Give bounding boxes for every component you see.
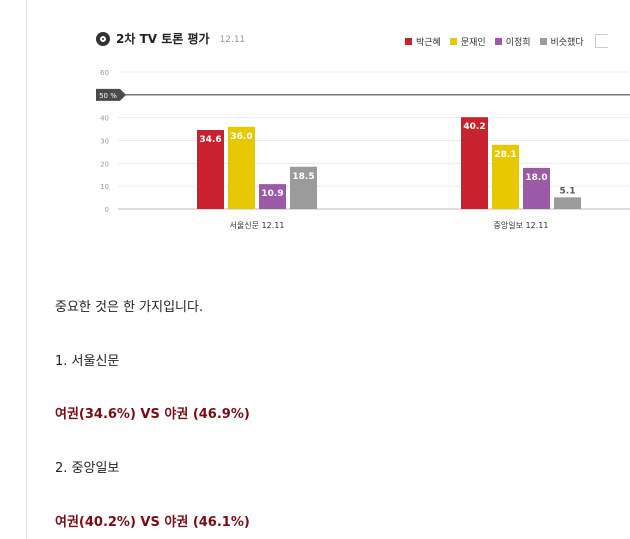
legend-swatch (494, 37, 502, 45)
bar-value-label: 5.1 (560, 186, 576, 196)
bar (290, 166, 317, 209)
reference-label: 50 % (99, 92, 117, 100)
bar-value-label: 18.0 (525, 173, 547, 183)
legend-item: 비슷했다 (539, 35, 584, 48)
bar-value-label: 34.6 (199, 135, 221, 145)
x-category-label: 서울신문 12.11 (230, 221, 285, 230)
y-tick-label: 40 (100, 115, 109, 123)
legend-swatch (405, 37, 412, 45)
legend-item: 이정희 (494, 35, 531, 48)
chart-header: 2차 TV 토론 평가 12.11 (96, 30, 245, 47)
bar (259, 184, 286, 209)
legend-toggle-box[interactable] (594, 34, 608, 48)
legend-swatch (449, 37, 457, 45)
chart-date: 12.11 (219, 34, 246, 45)
y-tick-label: 0 (105, 206, 109, 214)
legend-item: 박근혜 (405, 35, 441, 48)
content-left-border (26, 0, 27, 539)
article-item1-result: 여권(34.6%) VS 야권 (46.9%) (55, 407, 250, 422)
chart-legend: 박근혜 문재인 이정희 비슷했다 (405, 34, 608, 48)
bar (228, 126, 255, 209)
legend-label: 이정희 (505, 37, 531, 48)
bar-value-label: 18.5 (292, 172, 314, 182)
bar (461, 117, 488, 209)
chart-title: 2차 TV 토론 평가 (116, 32, 210, 46)
bar-value-label: 28.1 (494, 150, 516, 160)
bar-chart: 0 10 20 30 40 60 50 % 34.6 36.0 10.9 18.5 서울신문 12.1… (96, 69, 630, 230)
article-intro: 중요한 것은 한 가지입니다. (55, 300, 204, 315)
bar-value-label: 10.9 (261, 189, 283, 199)
legend-swatch (539, 37, 547, 45)
legend-item: 문재인 (449, 35, 486, 48)
reference-label-bg (96, 88, 126, 101)
y-tick-label: 10 (100, 183, 109, 191)
article-item2-result: 여권(40.2%) VS 야권 (46.1%) (55, 515, 250, 530)
x-category-label: 중앙일보 12.11 (494, 220, 549, 230)
bar (197, 129, 224, 209)
article-item1-title: 1. 서울신문 (55, 354, 120, 369)
chart-panel: 2차 TV 토론 평가 12.11 박근혜 문재인 이정희 비슷했다 0 10 20… (0, 0, 630, 250)
y-tick-label: 60 (100, 69, 109, 77)
y-tick-label: 30 (100, 138, 109, 146)
legend-label: 비슷했다 (550, 37, 584, 48)
bar (554, 197, 581, 209)
legend-label: 문재인 (460, 37, 486, 48)
chart-title-icon (96, 31, 110, 46)
legend-label: 박근혜 (416, 37, 441, 48)
bar-value-label: 40.2 (463, 122, 485, 132)
y-tick-label: 20 (100, 160, 109, 168)
bar-value-label: 36.0 (230, 132, 252, 142)
article-item2-title: 2. 중앙일보 (55, 461, 120, 476)
bar (523, 167, 550, 209)
bar (492, 144, 519, 209)
